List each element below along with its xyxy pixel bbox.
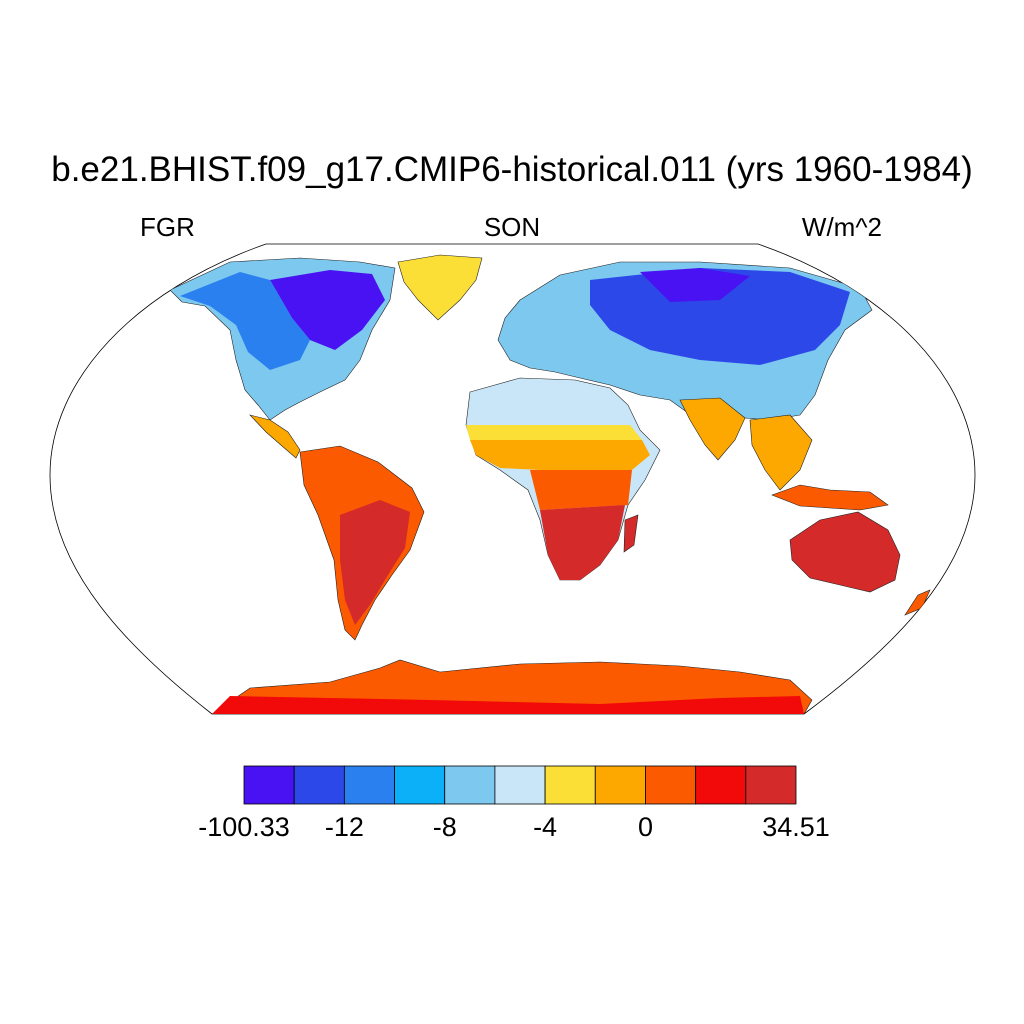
colorbar-swatch	[394, 765, 446, 805]
africa-central	[530, 470, 632, 510]
season-label: SON	[483, 212, 541, 242]
colorbar-tick-label: -4	[533, 812, 558, 842]
southeast-asia	[749, 414, 813, 491]
colorbar-swatch	[243, 765, 295, 805]
colorbar-swatch	[343, 765, 395, 805]
south-asia	[679, 397, 746, 461]
southern-africa	[540, 505, 625, 580]
colorbar-swatch	[745, 765, 797, 805]
colorbar-swatch	[444, 765, 496, 805]
plot-title: b.e21.BHIST.f09_g17.CMIP6-historical.011…	[51, 150, 973, 189]
units-label: W/m^2	[801, 212, 882, 242]
south-america-warm	[340, 500, 410, 625]
north-america-cold-core	[270, 270, 385, 350]
colorbar-tick-label: -8	[432, 812, 457, 842]
variable-label: FGR	[140, 212, 195, 242]
colorbar-tick-label: 34.51	[762, 812, 830, 842]
colorbar-swatch	[293, 765, 345, 805]
colorbar-tick-label: -100.33	[198, 812, 290, 842]
siberia-cold-core	[640, 268, 750, 302]
australia	[789, 511, 901, 593]
colorbar-swatch	[594, 765, 646, 805]
greenland	[397, 254, 483, 321]
colorbar-swatch	[544, 765, 596, 805]
indonesia	[771, 484, 889, 511]
colorbar-swatch	[494, 765, 546, 805]
asia-blue-band	[590, 268, 850, 365]
madagascar	[623, 514, 639, 553]
colorbar-swatch	[645, 765, 697, 805]
colorbar-tick-label: 0	[637, 812, 653, 842]
north-america-blue-band	[180, 272, 310, 370]
antarctica-coast-warm	[212, 696, 804, 714]
colorbar-tick-label: -12	[324, 812, 364, 842]
africa-tropical-band	[470, 440, 650, 470]
central-america	[249, 414, 301, 459]
colorbar-swatch	[695, 765, 747, 805]
